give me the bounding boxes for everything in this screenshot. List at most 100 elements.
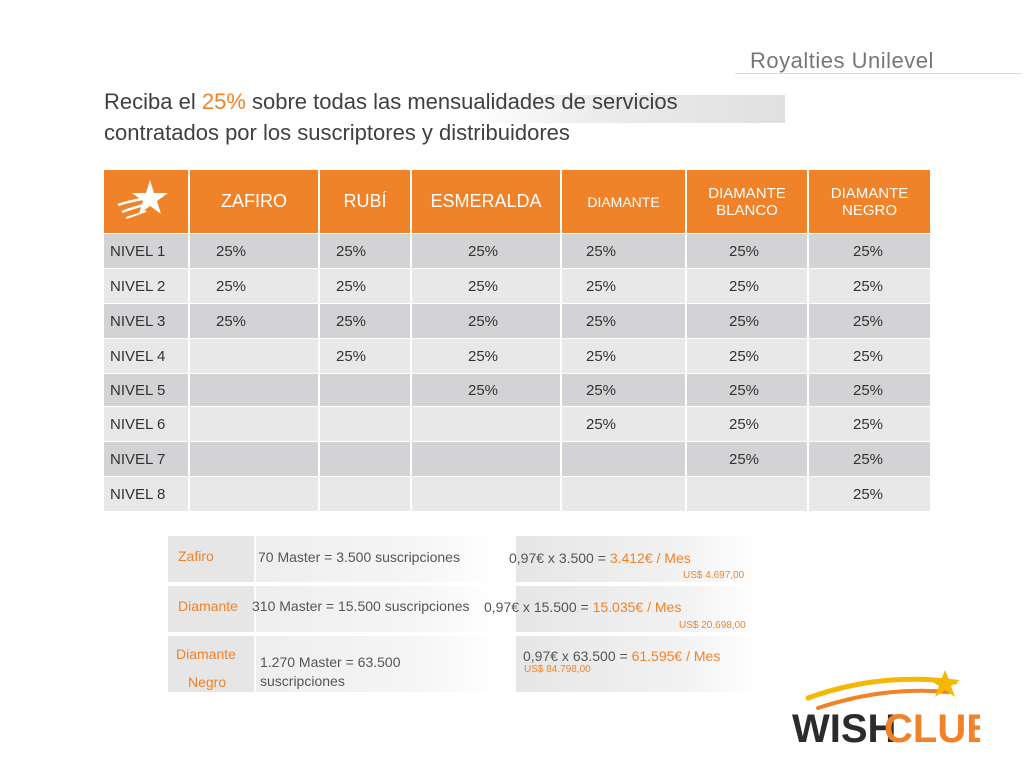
title-divider — [735, 73, 1022, 74]
heading-text-end: sobre todas las mensualidades de servici… — [245, 89, 678, 114]
table-cell: 25% — [809, 268, 930, 303]
table-cell — [190, 338, 320, 373]
table-row: NIVEL 6 25% 25% 25% — [104, 406, 930, 441]
calc-rank-diamante: Diamante — [168, 586, 254, 632]
row-level-label: NIVEL 6 — [104, 406, 190, 441]
table-cell — [320, 476, 412, 511]
col-header-diamante-negro-line1: DIAMANTE — [830, 184, 909, 202]
row-level-label: NIVEL 1 — [104, 233, 190, 268]
calc-result-diamante: 0,97€ x 15.500 = 15.035€ / Mes — [484, 586, 756, 632]
table-cell: 25% — [809, 303, 930, 338]
table-cell: 25% — [562, 233, 687, 268]
table-cell — [190, 476, 320, 511]
table-cell: 25% — [320, 303, 412, 338]
calc-rank-zafiro: Zafiro — [168, 536, 254, 582]
section-title: Royalties Unilevel — [750, 48, 934, 73]
table-cell: 25% — [190, 303, 320, 338]
calc-amount-zafiro: 3.412€ / Mes — [609, 550, 691, 566]
page-heading: Reciba el 25% sobre todas las mensualida… — [104, 86, 744, 148]
logo-text-wish: WISH — [792, 707, 896, 751]
col-header-esmeralda: ESMERALDA — [412, 170, 562, 233]
table-cell: 25% — [687, 406, 809, 441]
table-cell: 25% — [562, 268, 687, 303]
table-cell: 25% — [190, 268, 320, 303]
calc-usd-zafiro: US$ 4.697,00 — [683, 570, 745, 581]
calc-amount-diamante: 15.035€ / Mes — [592, 599, 682, 615]
table-row: NIVEL 3 25% 25% 25% 25% 25% 25% — [104, 303, 930, 338]
table-row: NIVEL 2 25% 25% 25% 25% 25% 25% — [104, 268, 930, 303]
col-header-diamante-negro: DIAMANTE NEGRO — [809, 170, 930, 233]
table-cell: 25% — [190, 233, 320, 268]
calc-formula-diamante-negro: 0,97€ x 63.500 = — [523, 648, 632, 664]
table-cell: 25% — [320, 338, 412, 373]
row-level-label: NIVEL 4 — [104, 338, 190, 373]
table-cell: 25% — [687, 233, 809, 268]
calc-result-zafiro-text: 0,97€ x 3.500 = 3.412€ / Mes — [509, 550, 691, 566]
table-cell: 25% — [412, 233, 562, 268]
heading-accent: 25% — [201, 89, 246, 114]
calc-amount-diamante-negro: 61.595€ / Mes — [631, 648, 721, 664]
table-cell — [190, 406, 320, 441]
calc-rank-diamante-negro: Diamante Negro — [168, 636, 254, 692]
table-cell: 25% — [562, 338, 687, 373]
table-cell — [412, 406, 562, 441]
col-header-diamante-blanco-line2: BLANCO — [716, 201, 778, 219]
table-corner — [104, 170, 190, 233]
table-cell — [320, 373, 412, 406]
calc-result-diamante-negro-text: 0,97€ x 63.500 = 61.595€ / Mes — [523, 648, 720, 664]
col-header-rubi: RUBÍ — [320, 170, 412, 233]
table-cell: 25% — [562, 303, 687, 338]
table-cell: 25% — [809, 406, 930, 441]
table-row: NIVEL 4 25% 25% 25% 25% 25% — [104, 338, 930, 373]
table-row: NIVEL 8 25% — [104, 476, 930, 511]
calc-masters-zafiro: 70 Master = 3.500 suscripciones — [256, 536, 496, 582]
table-cell — [320, 406, 412, 441]
calc-rank-zafiro-label: Zafiro — [178, 548, 214, 564]
row-level-label: NIVEL 3 — [104, 303, 190, 338]
wishclub-logo: WISH CLUB — [790, 668, 995, 758]
calc-formula-zafiro: 0,97€ x 3.500 = — [509, 550, 610, 566]
col-header-zafiro: ZAFIRO — [190, 170, 320, 233]
table-header-row: ZAFIRO RUBÍ ESMERALDA DIAMANTE DIAMANTE … — [104, 170, 930, 233]
logo-text-club: CLUB — [884, 707, 980, 751]
calc-formula-diamante: 0,97€ x 15.500 = — [484, 599, 593, 615]
calc-usd-diamante-negro: US$ 84.798,00 — [524, 664, 591, 675]
table-cell — [190, 441, 320, 476]
table-row: NIVEL 1 25% 25% 25% 25% 25% 25% — [104, 233, 930, 268]
table-cell — [562, 441, 687, 476]
calc-result-diamante-negro: 0,97€ x 63.500 = 61.595€ / Mes — [516, 636, 756, 692]
table-cell: 25% — [809, 441, 930, 476]
col-header-diamante-blanco: DIAMANTE BLANCO — [687, 170, 809, 233]
row-level-label: NIVEL 5 — [104, 373, 190, 406]
table-cell: 25% — [687, 338, 809, 373]
table-cell: 25% — [562, 373, 687, 406]
calc-rank-diamante-negro-line2: Negro — [188, 674, 227, 690]
calc-masters-diamante: 310 Master = 15.500 suscripciones — [252, 586, 496, 632]
table-row: NIVEL 7 25% 25% — [104, 441, 930, 476]
table-cell — [687, 476, 809, 511]
table-cell: 25% — [687, 441, 809, 476]
table-cell: 25% — [320, 268, 412, 303]
calc-usd-diamante: US$ 20.698,00 — [679, 620, 746, 631]
table-cell: 25% — [809, 338, 930, 373]
table-cell — [320, 441, 412, 476]
table-cell: 25% — [562, 406, 687, 441]
table-cell: 25% — [412, 268, 562, 303]
calc-result-zafiro: 0,97€ x 3.500 = 3.412€ / Mes — [509, 536, 756, 582]
table-cell — [412, 441, 562, 476]
calc-masters-diamante-negro: 1.270 Master = 63.500 suscripciones — [256, 636, 496, 692]
table-row: NIVEL 5 25% 25% 25% 25% — [104, 373, 930, 406]
table-cell — [562, 476, 687, 511]
star-icon — [116, 176, 176, 228]
table-cell: 25% — [412, 303, 562, 338]
calc-rank-diamante-negro-line1: Diamante — [176, 646, 236, 662]
row-level-label: NIVEL 8 — [104, 476, 190, 511]
table-cell — [190, 373, 320, 406]
table-cell: 25% — [320, 233, 412, 268]
col-header-diamante-negro-line2: NEGRO — [841, 201, 897, 219]
calc-masters-diamante-negro-line1: 1.270 Master = 63.500 — [260, 654, 401, 670]
table-cell: 25% — [809, 373, 930, 406]
row-level-label: NIVEL 2 — [104, 268, 190, 303]
calc-rank-diamante-label: Diamante — [178, 598, 238, 614]
table-cell: 25% — [412, 373, 562, 406]
